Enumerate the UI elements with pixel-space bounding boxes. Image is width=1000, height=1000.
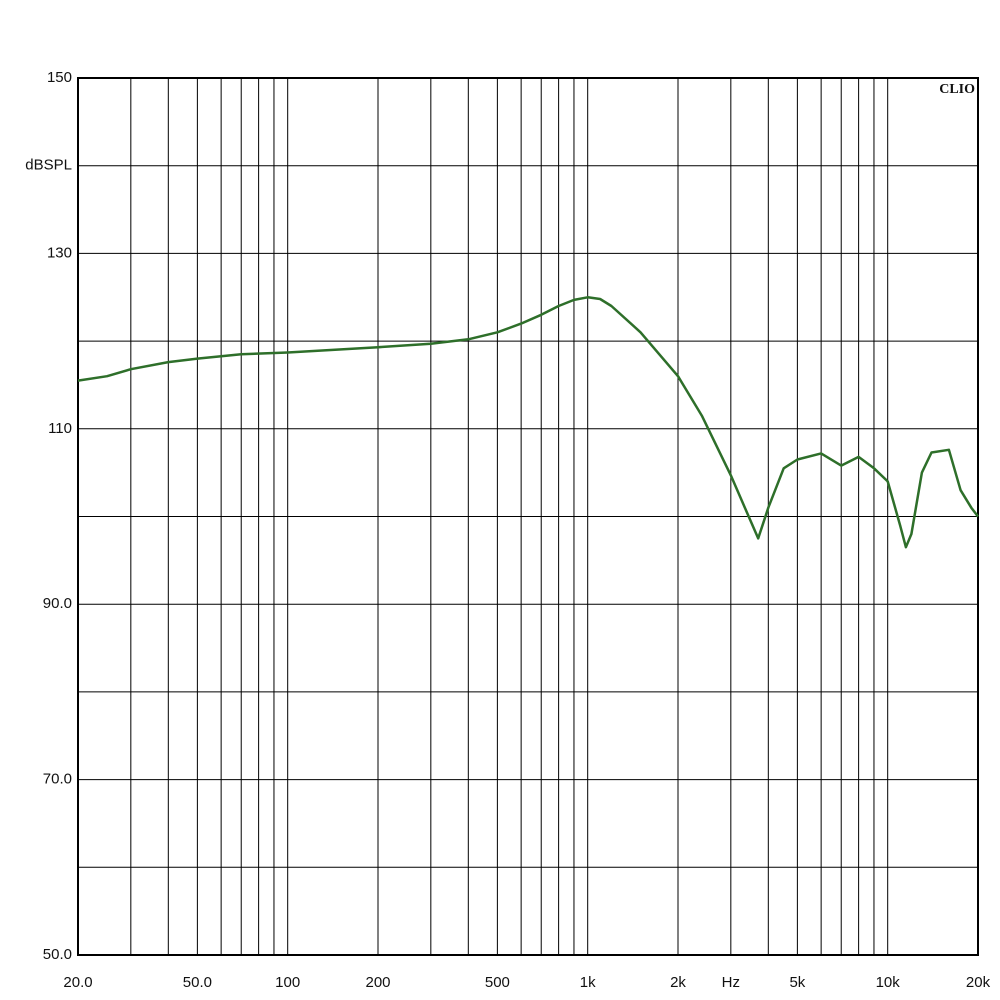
x-tick-label: 1k [580, 974, 596, 991]
x-tick-label: 20k [966, 974, 991, 991]
response-curve [77, 296, 979, 549]
x-tick-label: 5k [789, 974, 805, 991]
x-tick-label: 100 [275, 974, 300, 991]
x-tick-label: 2k [670, 974, 686, 991]
x-tick-label: Hz [722, 974, 740, 991]
y-tick-label: 110 [48, 420, 72, 437]
y-tick-label: 90.0 [43, 595, 72, 612]
x-tick-label: 200 [365, 974, 390, 991]
y-tick-label: 130 [47, 244, 72, 261]
x-tick-label: 500 [485, 974, 510, 991]
annotation: CLIO [939, 82, 975, 97]
x-tick-label: 20.0 [63, 974, 92, 991]
x-tick-label: 50.0 [183, 974, 212, 991]
y-tick-label: 70.0 [43, 771, 72, 788]
x-tick-label: 10k [876, 974, 901, 991]
y-tick-label: 50.0 [43, 946, 72, 963]
y-tick-label: dBSPL [25, 157, 72, 174]
y-tick-label: 150 [47, 69, 72, 86]
